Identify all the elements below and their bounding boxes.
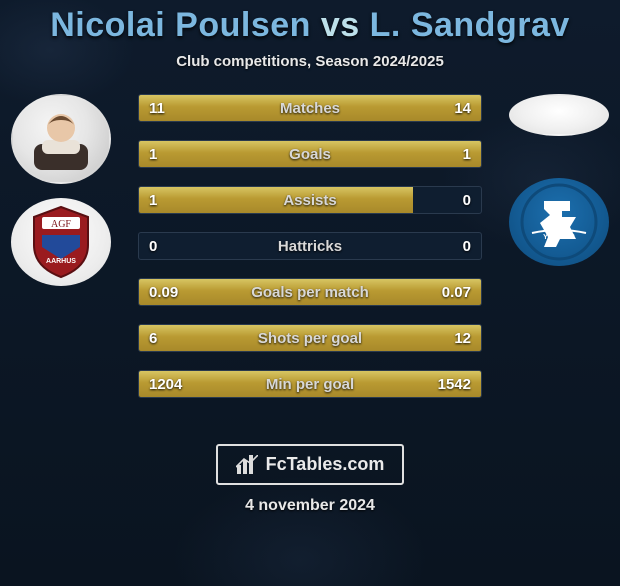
stat-metric-label: Hattricks: [139, 233, 481, 260]
title-player-left: Nicolai Poulsen: [50, 6, 311, 44]
stat-row: 11Goals: [138, 140, 482, 168]
comparison-stage: AGF AARHUS YNGBY B 1114Matches 11Goals 10A…: [0, 94, 620, 434]
stat-row: 612Shots per goal: [138, 324, 482, 352]
stat-row: 10Assists: [138, 186, 482, 214]
stat-row: 0.090.07Goals per match: [138, 278, 482, 306]
player-right-avatar: [509, 94, 609, 136]
stat-metric-label: Matches: [139, 95, 481, 122]
lyngby-badge-icon: YNGBY B: [520, 183, 598, 261]
stat-metric-label: Assists: [139, 187, 481, 214]
footer-date: 4 november 2024: [0, 497, 620, 515]
stat-metric-label: Shots per goal: [139, 325, 481, 352]
player-left-avatar: [11, 94, 111, 184]
stat-bars: 1114Matches 11Goals 10Assists 00Hattricks 0.…: [138, 94, 482, 398]
brand-badge[interactable]: FcTables.com: [216, 444, 405, 485]
agf-badge-icon: AGF AARHUS: [28, 205, 94, 279]
player-left-column: AGF AARHUS: [6, 94, 116, 414]
player-left-club-badge: AGF AARHUS: [11, 198, 111, 286]
svg-text:AGF: AGF: [51, 219, 71, 230]
svg-text:YNGBY B: YNGBY B: [543, 234, 575, 241]
svg-text:AARHUS: AARHUS: [46, 258, 76, 265]
player-right-column: YNGBY B: [504, 94, 614, 414]
title-vs: vs: [321, 6, 360, 44]
title-player-right: L. Sandgrav: [370, 6, 570, 44]
stat-row: 1114Matches: [138, 94, 482, 122]
brand-text: FcTables.com: [266, 454, 385, 475]
page-title: Nicolai Poulsen vs L. Sandgrav: [0, 6, 620, 45]
stat-metric-label: Min per goal: [139, 371, 481, 398]
person-photo-icon: [26, 104, 96, 174]
stat-metric-label: Goals: [139, 141, 481, 168]
stat-row: 00Hattricks: [138, 232, 482, 260]
stat-metric-label: Goals per match: [139, 279, 481, 306]
footer: FcTables.com 4 november 2024: [0, 444, 620, 515]
page-subtitle: Club competitions, Season 2024/2025: [0, 53, 620, 70]
brand-chart-icon: [236, 455, 258, 475]
player-right-club-badge: YNGBY B: [509, 178, 609, 266]
stat-row: 12041542Min per goal: [138, 370, 482, 398]
